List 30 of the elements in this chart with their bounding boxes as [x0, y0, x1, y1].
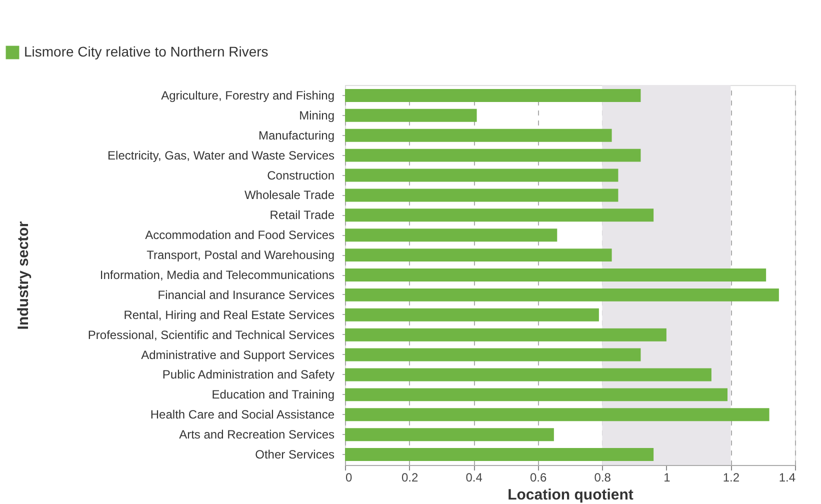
y-tick-label: Professional, Scientific and Technical Services — [88, 328, 334, 342]
x-tick-label: 0.6 — [530, 470, 548, 484]
y-tick-label: Education and Training — [212, 388, 334, 402]
x-tick-label: 1.2 — [722, 470, 740, 484]
y-tick-label: Other Services — [255, 448, 334, 462]
x-tick-label: 0.2 — [401, 470, 418, 484]
y-tick-label: Public Administration and Safety — [162, 368, 334, 382]
y-tick-label: Transport, Postal and Warehousing — [146, 248, 334, 262]
y-tick-label: Health Care and Social Assistance — [150, 408, 335, 422]
y-tick-label: Manufacturing — [258, 128, 334, 142]
y-tick-label: Financial and Insurance Services — [158, 288, 334, 302]
y-tick-label: Rental, Hiring and Real Estate Services — [124, 308, 334, 322]
y-axis-title: Industry sector — [15, 221, 32, 330]
y-tick-label: Agriculture, Forestry and Fishing — [161, 88, 334, 102]
y-tick-label: Arts and Recreation Services — [179, 428, 334, 442]
y-tick-label: Mining — [299, 108, 334, 122]
x-axis-title: Location quotient — [508, 486, 634, 504]
y-tick-label: Administrative and Support Services — [141, 348, 334, 362]
x-tick-label: 0.8 — [594, 470, 612, 484]
y-tick-label: Electricity, Gas, Water and Waste Services — [108, 148, 334, 162]
y-tick-label: Wholesale Trade — [244, 188, 335, 202]
y-tick-label: Retail Trade — [270, 208, 335, 222]
y-tick-label: Accommodation and Food Services — [145, 228, 334, 242]
x-tick-label: 1 — [664, 470, 671, 484]
x-tick-label: 0.4 — [466, 470, 483, 484]
x-tick-label: 0 — [346, 470, 352, 484]
legend-label: Lismore City relative to Northern Rivers — [24, 44, 268, 60]
x-tick-label: 1.4 — [778, 470, 796, 484]
y-tick-label: Information, Media and Telecommunications — [100, 268, 334, 282]
y-tick-label: Construction — [267, 168, 334, 182]
